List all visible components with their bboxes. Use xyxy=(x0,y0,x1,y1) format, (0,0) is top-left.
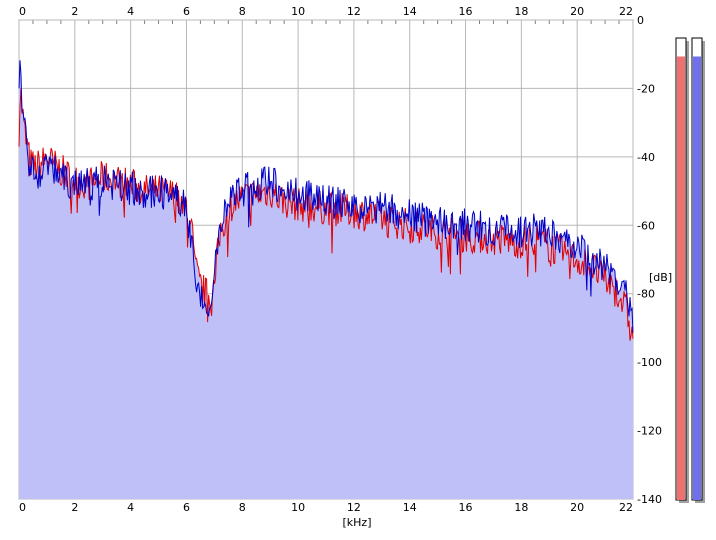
x-tick-label-top: 22 xyxy=(619,5,633,18)
x-tick-label: 6 xyxy=(183,501,190,514)
y-tick-label: -120 xyxy=(637,425,662,438)
x-tick-label-top: 18 xyxy=(514,5,528,18)
x-tick-label-top: 6 xyxy=(183,5,190,18)
x-tick-label: 8 xyxy=(239,501,246,514)
x-tick-label: 2 xyxy=(71,501,78,514)
x-axis-label: [kHz] xyxy=(343,516,372,529)
series-lines xyxy=(18,60,634,341)
y-tick-label: -40 xyxy=(637,151,655,164)
series-line-2 xyxy=(18,60,634,333)
level-meters xyxy=(675,37,705,503)
x-tick-label: 18 xyxy=(514,501,528,514)
x-tick-label: 20 xyxy=(570,501,584,514)
x-tick-label-top: 14 xyxy=(403,5,417,18)
x-axis-top: 0 2 4 6 8 10 12 14 16 18 20 22 xyxy=(19,5,633,18)
x-tick-label-top: 4 xyxy=(127,5,134,18)
x-tick-label-top: 0 xyxy=(19,5,26,18)
meter-level-2 xyxy=(693,56,701,500)
spectrum-fill xyxy=(19,60,633,500)
x-tick-label-top: 10 xyxy=(291,5,305,18)
x-axis-bottom: 0 2 4 6 8 10 12 14 16 18 20 22 xyxy=(19,501,633,514)
y-tick-label: -140 xyxy=(637,493,662,506)
x-tick-label: 16 xyxy=(459,501,473,514)
x-tick-label-top: 16 xyxy=(459,5,473,18)
y-tick-label: -60 xyxy=(637,219,655,232)
x-tick-label: 22 xyxy=(619,501,633,514)
y-axis-label: [dB] xyxy=(649,271,672,284)
x-tick-label: 14 xyxy=(403,501,417,514)
x-tick-label-top: 20 xyxy=(570,5,584,18)
y-tick-label: -20 xyxy=(637,82,655,95)
x-tick-label: 10 xyxy=(291,501,305,514)
x-tick-label-top: 12 xyxy=(347,5,361,18)
y-tick-label: -80 xyxy=(637,288,655,301)
x-tick-label-top: 8 xyxy=(239,5,246,18)
x-tick-label: 0 xyxy=(19,501,26,514)
x-tick-label: 4 xyxy=(127,501,134,514)
x-tick-label-top: 2 xyxy=(71,5,78,18)
y-tick-label: 0 xyxy=(637,14,644,27)
x-tick-label: 12 xyxy=(347,501,361,514)
y-tick-label: -100 xyxy=(637,356,662,369)
meter-level-1 xyxy=(677,56,685,500)
y-axis: 0 -20 -40 -60 -80 -100 -120 -140 xyxy=(637,14,662,506)
